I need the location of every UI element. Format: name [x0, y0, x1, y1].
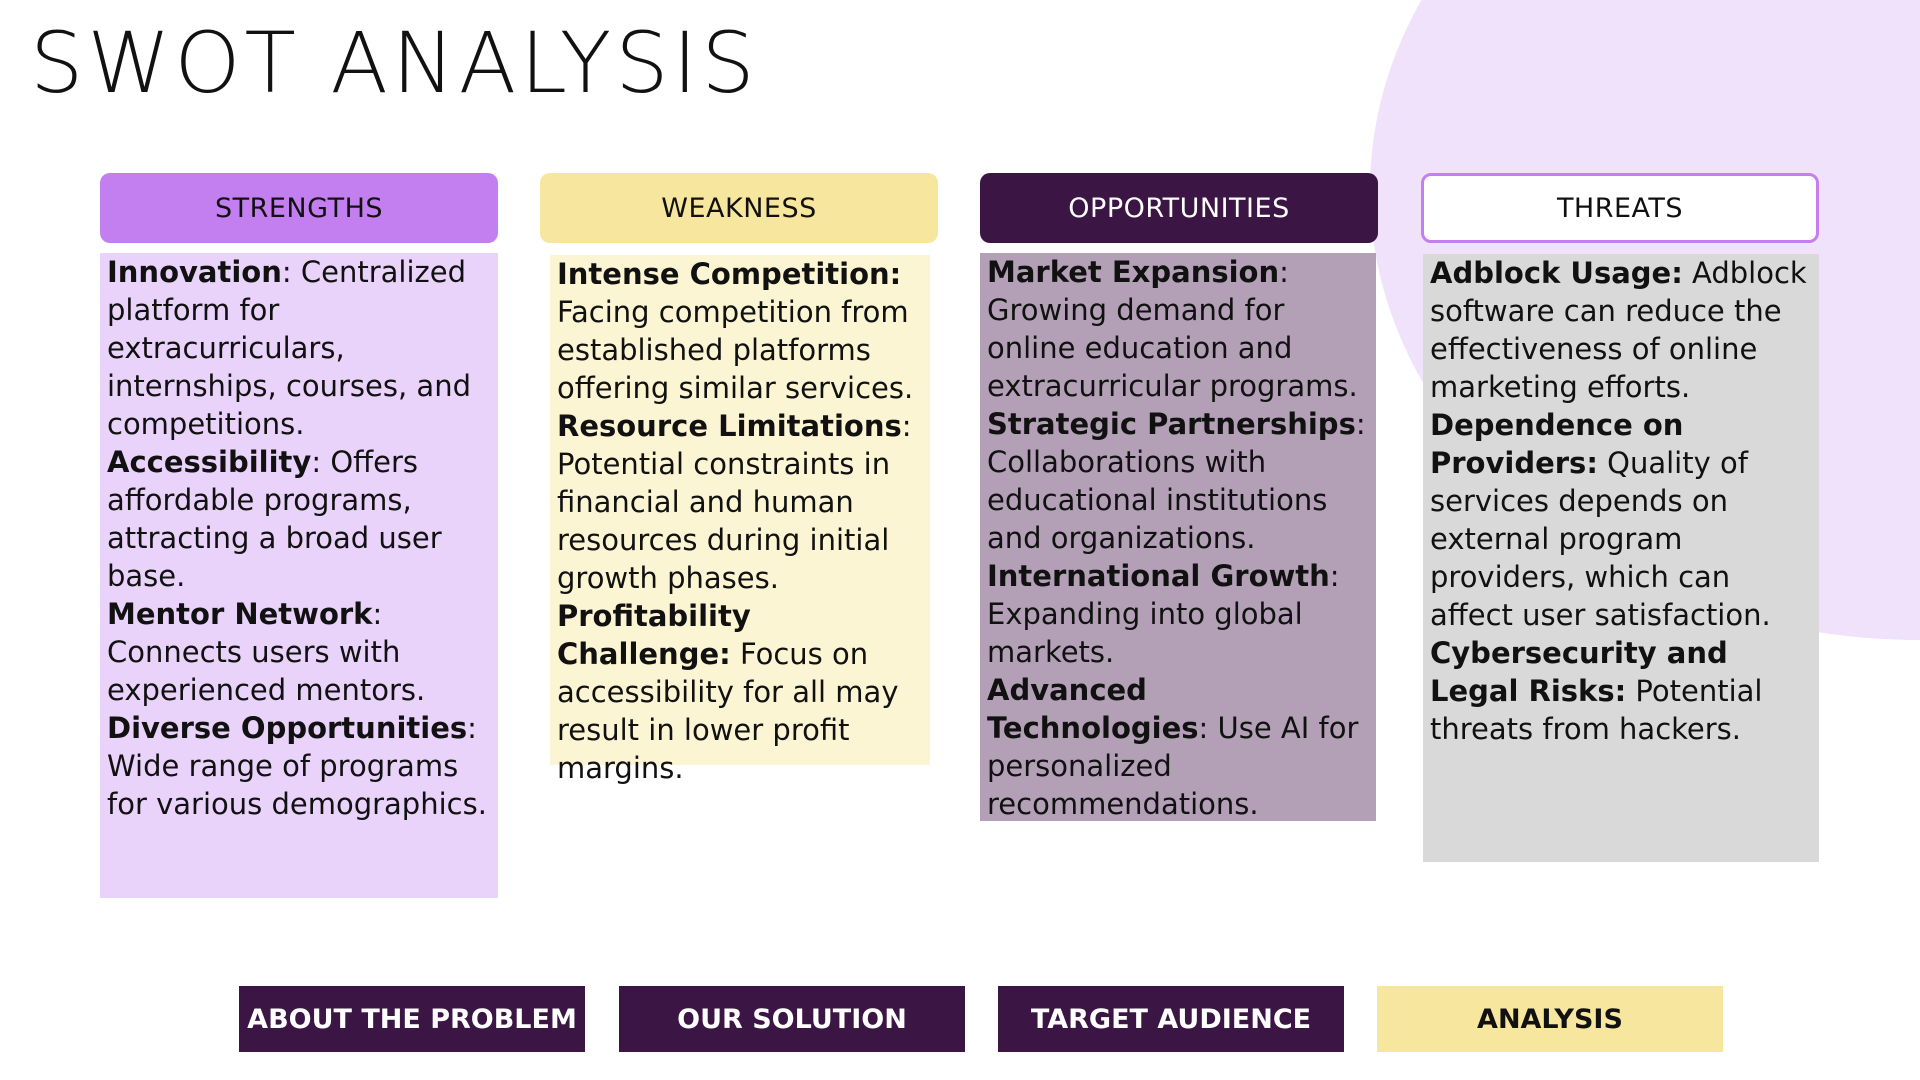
strengths-header: STRENGTHS — [100, 173, 498, 243]
opportunities-header: OPPORTUNITIES — [980, 173, 1378, 243]
strengths-body: Innovation: Centralized platform for ext… — [100, 253, 498, 898]
nav-target-audience-button[interactable]: TARGET AUDIENCE — [998, 986, 1344, 1052]
strength-item: Accessibility: Offers affordable program… — [107, 445, 442, 593]
nav-analysis-button[interactable]: ANALYSIS — [1377, 986, 1723, 1052]
threats-body: Adblock Usage: Adblock software can redu… — [1423, 254, 1819, 862]
threat-item: Cybersecurity and Legal Risks: Potential… — [1430, 636, 1763, 746]
strength-item: Mentor Network: Connects users with expe… — [107, 597, 426, 707]
weakness-item: Intense Competition: Facing competition … — [557, 257, 914, 405]
weakness-body: Intense Competition: Facing competition … — [550, 255, 930, 785]
nav-our-solution-button[interactable]: OUR SOLUTION — [619, 986, 965, 1052]
strength-item: Innovation: Centralized platform for ext… — [107, 255, 471, 441]
opportunity-item: Advanced Technologies: Use AI for person… — [987, 673, 1359, 821]
opportunity-item: Market Expansion: Growing demand for onl… — [987, 255, 1358, 403]
weakness-item: Profitability Challenge: Focus on access… — [557, 599, 899, 785]
nav-about-the-problem-button[interactable]: ABOUT THE PROBLEM — [239, 986, 585, 1052]
strength-item: Diverse Opportunities: Wide range of pro… — [107, 711, 487, 821]
opportunity-item: International Growth: Expanding into glo… — [987, 559, 1340, 669]
weakness-item: Resource Limitations: Potential constrai… — [557, 409, 912, 595]
threats-header: THREATS — [1421, 173, 1819, 243]
weakness-header: WEAKNESS — [540, 173, 938, 243]
threat-item: Adblock Usage: Adblock software can redu… — [1430, 256, 1807, 404]
page-title: SWOT ANALYSIS — [30, 14, 759, 112]
opportunities-body: Market Expansion: Growing demand for onl… — [980, 253, 1376, 821]
threat-item: Dependence on Providers: Quality of serv… — [1430, 408, 1771, 632]
opportunity-item: Strategic Partnerships: Collaborations w… — [987, 407, 1366, 555]
